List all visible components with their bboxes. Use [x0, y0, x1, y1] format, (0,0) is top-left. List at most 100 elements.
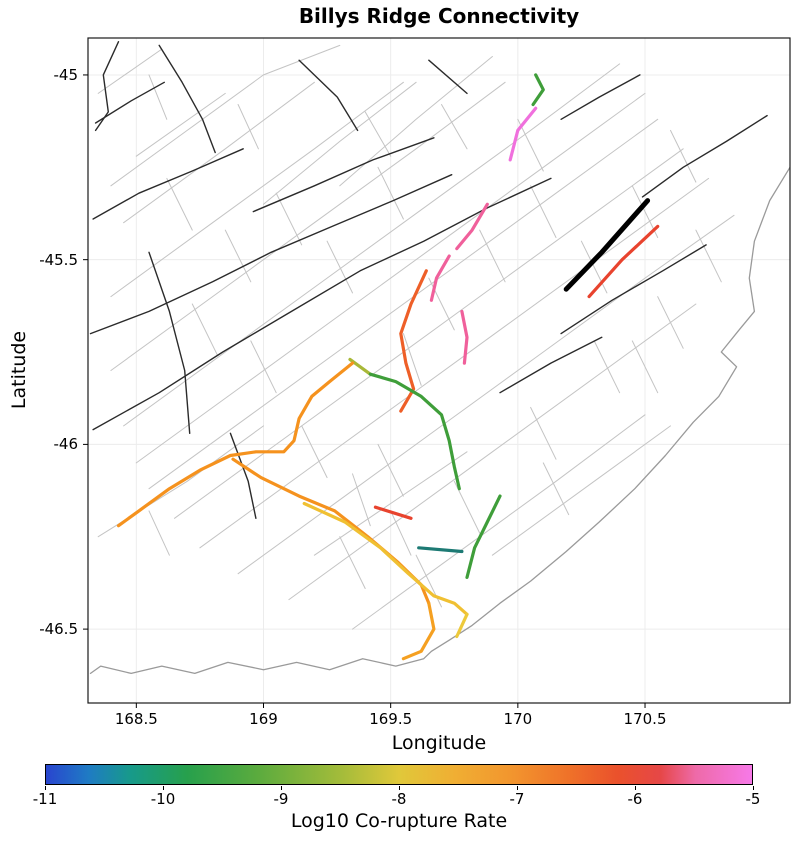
rupture-trace-source-fault-billys-ridge — [563, 198, 651, 292]
colorbar-tickmark — [399, 786, 400, 790]
fault-trace-gray — [695, 229, 722, 283]
colorbar-tick-label: -6 — [627, 790, 643, 808]
fault-trace-black — [89, 173, 453, 335]
colorbar-tickmark — [281, 786, 282, 790]
fault-trace-black — [94, 41, 120, 132]
fault-trace-gray — [530, 406, 557, 460]
fault-trace-gray — [174, 148, 684, 519]
rupture-trace-magenta-north — [508, 106, 538, 162]
x-tick-label: 170 — [503, 710, 533, 728]
fault-trace-black — [298, 59, 359, 132]
colorbar-tick-label: -11 — [32, 790, 58, 808]
rupture-trace-red-east — [587, 224, 660, 299]
fault-trace-gray — [352, 414, 646, 630]
fault-trace-gray — [517, 118, 544, 172]
fault-trace-gray — [339, 536, 366, 589]
fault-trace-gray — [191, 303, 219, 357]
colorbar-tick-label: -5 — [745, 790, 761, 808]
fault-trace-gray — [364, 111, 392, 157]
y-tick-label: -45.5 — [39, 250, 78, 269]
fault-trace-gray — [580, 240, 608, 294]
fault-trace-gray — [237, 104, 259, 150]
fault-trace-gray — [313, 451, 468, 556]
fault-trace-gray — [390, 510, 412, 556]
fault-trace-black — [560, 244, 707, 335]
x-tick-label: 169.5 — [369, 710, 413, 728]
y-tick-label: -45 — [53, 65, 79, 84]
fault-trace-black — [94, 81, 166, 124]
fault-trace-gray — [123, 63, 621, 427]
fault-trace-black — [641, 114, 768, 198]
fault-trace-gray — [288, 303, 697, 601]
coastline — [89, 166, 790, 675]
x-axis-label: Longitude — [391, 732, 487, 754]
fault-trace-gray — [326, 240, 353, 294]
x-tick-label: 170.5 — [623, 710, 667, 728]
colorbar-tick-label: -8 — [391, 790, 407, 808]
rupture-trace-vermilion-chain — [399, 269, 428, 413]
fault-trace-black — [428, 59, 468, 95]
rupture-trace-green-main — [368, 372, 461, 491]
x-tick-label: 169 — [249, 710, 278, 728]
rupture-trace-red-short — [373, 505, 413, 520]
colorbar-tickmark — [45, 786, 46, 790]
y-axis-label: Latitude — [8, 330, 30, 410]
fault-trace-gray — [479, 229, 506, 283]
map-canvas — [83, 37, 791, 708]
fault-trace-gray — [275, 192, 303, 246]
plot-frame — [87, 37, 791, 704]
fault-trace-gray — [135, 92, 646, 464]
fault-trace-gray — [135, 92, 226, 157]
y-tick-label: -46 — [53, 435, 79, 454]
fault-trace-gray — [377, 166, 404, 220]
fault-trace-gray — [441, 104, 468, 150]
fault-trace-gray — [657, 296, 684, 349]
fault-trace-gray — [97, 48, 163, 94]
rupture-trace-yellow-tail — [455, 612, 469, 639]
fault-trace-black — [148, 251, 191, 434]
fault-trace-gray — [352, 473, 371, 527]
rupture-trace-green-south — [465, 494, 502, 580]
fault-trace-gray — [631, 340, 659, 394]
fault-trace-black — [229, 432, 257, 519]
colorbar-tick-label: -7 — [509, 790, 525, 808]
colorbar-tick-label: -9 — [273, 790, 289, 808]
fault-trace-gray — [110, 81, 506, 371]
rupture-trace-green-north — [531, 73, 545, 107]
colorbar-label: Log10 Co-rupture Rate — [290, 810, 508, 832]
fault-trace-gray — [148, 74, 168, 120]
colorbar-gradient — [45, 764, 753, 785]
fault-trace-gray — [199, 177, 710, 549]
y-tick-label: -46.5 — [39, 620, 78, 639]
fault-trace-gray — [123, 81, 315, 224]
colorbar-tickmark — [517, 786, 518, 790]
colorbar-tickmark — [163, 786, 164, 790]
fault-trace-black — [92, 148, 244, 220]
fault-trace-black — [252, 137, 435, 213]
rupture-trace-teal-short — [417, 546, 464, 554]
fault-trace-black — [499, 336, 603, 394]
fault-trace-gray — [402, 333, 422, 386]
colorbar-tickmark — [753, 786, 754, 790]
rupture-trace-pink-lower — [460, 309, 469, 365]
fault-trace-gray — [148, 510, 170, 556]
x-tick-label: 168.5 — [114, 710, 158, 728]
fault-trace-gray — [491, 425, 671, 556]
fault-trace-gray — [301, 425, 328, 479]
rupture-trace-orange-west — [116, 361, 355, 528]
colorbar-tickmark — [635, 786, 636, 790]
fault-trace-gray — [542, 462, 570, 516]
fault-trace-gray — [339, 56, 493, 187]
fault-trace-gray — [148, 118, 659, 490]
rupture-trace-orange-south — [231, 457, 431, 605]
map-layers — [88, 38, 790, 703]
fault-trace-gray — [428, 277, 455, 331]
fault-trace-gray — [166, 177, 193, 231]
colorbar-tick-label: -10 — [150, 790, 176, 808]
fault-trace-gray — [530, 185, 557, 238]
fault-trace-black — [158, 44, 216, 154]
rupture-trace-pink-mid — [429, 254, 451, 302]
fault-trace-gray — [263, 81, 417, 205]
fault-trace-black — [560, 74, 641, 121]
